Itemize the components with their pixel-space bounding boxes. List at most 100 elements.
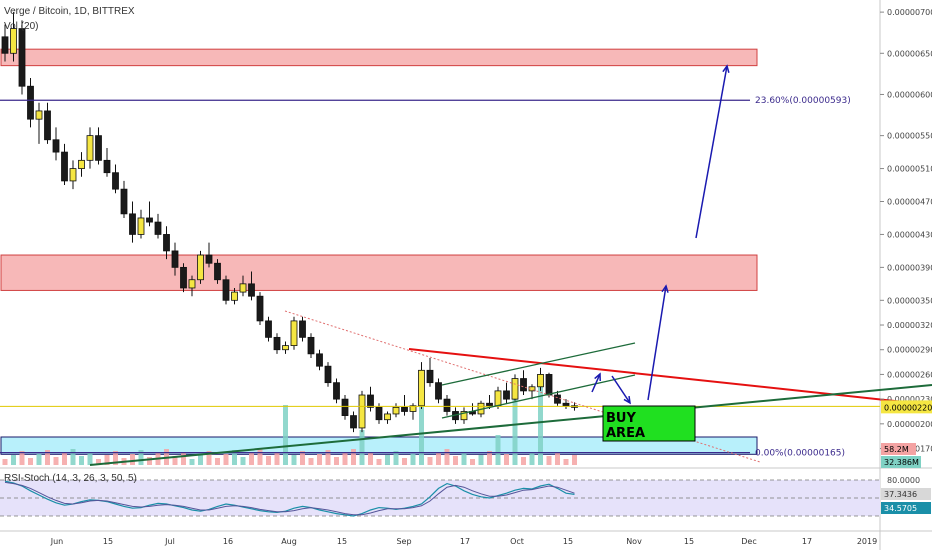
current-price-label: 0.00000220 [884,403,932,412]
candle-body [324,365,332,384]
candle-body [197,254,204,281]
candle-body [367,394,374,408]
candle-body [239,283,247,293]
candle-body [426,369,434,384]
volume-bar [359,430,365,465]
time-tick-label: Oct [510,537,524,546]
volume-bar [453,456,458,465]
candle-body [103,159,111,174]
volume-bar [130,454,135,465]
volume-label: Vol (20) [4,21,39,32]
volume-bar [427,457,433,465]
candle-body [171,250,179,268]
candle-body [409,405,417,412]
time-tick-label: 15 [563,537,573,546]
candles-layer [1,12,578,433]
time-tick-label: 17 [802,537,812,546]
volume-bar [419,405,424,465]
volume-bar [546,456,552,465]
time-tick-label: Sep [396,537,411,546]
candle-body [205,254,213,264]
arrow-big-up [695,65,728,239]
green-support-trendline [89,384,932,466]
rsi-level-label: 80.0000 [887,476,920,485]
candle-body [69,168,77,182]
volume-bar [215,458,220,465]
time-tick-label: Jul [164,537,175,546]
volume-bar [300,451,305,465]
volume-tag-label: 58.2M [884,445,909,454]
volume-bar [87,452,93,465]
volume-bar [572,455,577,465]
zone-resistance-mid [0,254,758,291]
rsi-tag-1-label: 37.3436 [884,490,917,499]
time-tick-label: 2019 [857,537,877,546]
candle-body [443,398,451,412]
buy-area-box [602,405,696,442]
candle-body [435,382,442,400]
time-tick-label: Aug [281,537,297,546]
price-tick-label: 0.00000320 [887,321,932,330]
candle-body [503,390,510,400]
time-tick-label: 15 [103,537,113,546]
trendlines-layer: 23.60%(0.00000593) 0.00%(0.00000165) BUYAR… [0,64,932,466]
current-price-tag [881,400,932,414]
time-tick-label: 16 [223,537,233,546]
volume-bar [70,449,76,465]
volume-bar [138,450,144,465]
volume-bar [28,458,33,465]
time-tick-label: Dec [741,537,756,546]
volume-bar [172,456,178,465]
volume-bar [198,455,203,465]
rsi-band [0,480,880,516]
candle-body [282,345,289,351]
price-tick-label: 0.00000700 [887,8,932,17]
chart-legend: Verge / Bitcoin, 1D, BITTREX Vol (20) [4,4,135,34]
rsi-tag-2-label: 34.5705 [884,504,917,513]
candle-body [316,353,323,367]
candle-body [78,159,85,169]
fib-label-1: 0.00%(0.00000165) [755,449,845,459]
price-tick-label: 0.00000430 [887,230,932,239]
volume-bar [96,459,101,465]
volume-bar [495,435,501,465]
zones-layer [0,48,758,455]
volume-bar [308,458,314,465]
candle-body [35,110,43,120]
candle-body [61,151,68,182]
candle-body [350,415,357,429]
candle-body [307,336,315,355]
volume-bar [181,452,186,465]
candle-body [486,402,493,407]
rsi-pane: 80.0000 37.3436 34.5705 [0,467,932,517]
candle-body [299,320,306,338]
candle-body [520,378,527,392]
volume-bar [36,454,42,465]
volume-bar [342,453,348,465]
volume-tag-2-label: 32.386M [884,458,919,467]
volume-bar [2,459,8,465]
volume-bar [461,452,467,465]
candle-body [248,283,255,297]
arrow-mid-up-head [661,284,669,293]
time-tick-label: Nov [626,537,642,546]
price-tick-label: 0.00000260 [887,370,932,379]
volume-bar [266,456,271,465]
time-tick-label: Jun [50,537,64,546]
candle-body [401,406,408,412]
zone-resistance-upper [0,48,758,67]
volume-bar [555,452,560,465]
buy-area-label: BUY [606,411,636,426]
price-tick-label: 0.00000600 [887,90,932,99]
candle-body [95,135,102,161]
candle-body [384,413,391,421]
red-trendline [408,348,932,406]
price-tick-label: 0.00000290 [887,346,932,355]
volume-bar [376,459,382,465]
volume-bar [529,453,535,465]
candle-body [86,135,94,161]
green-channel-lower [441,374,636,419]
volume-bar [147,457,152,465]
candle-body [1,36,9,54]
